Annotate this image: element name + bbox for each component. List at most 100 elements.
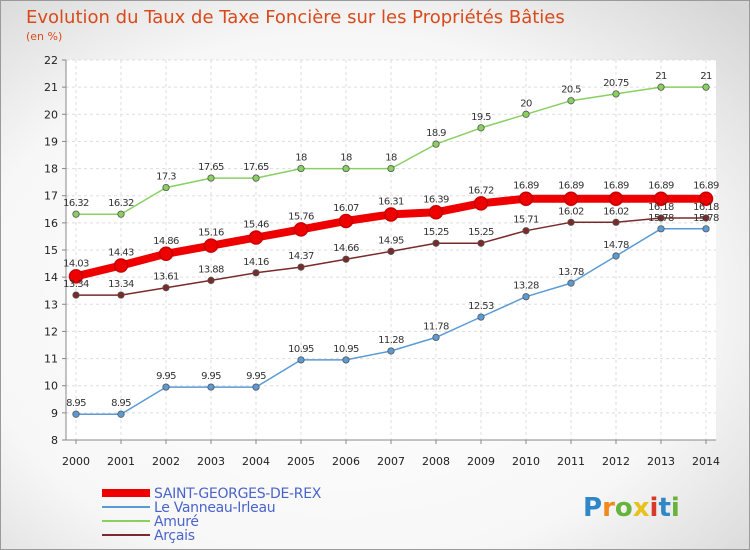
y-tick-label: 17: [44, 190, 58, 203]
data-point: [567, 218, 575, 226]
legend-label: Arçais: [154, 528, 195, 544]
y-unit-label: (en %): [26, 30, 62, 43]
data-point: [248, 230, 264, 245]
data-point: [612, 252, 620, 260]
data-label: 13.28: [513, 281, 539, 292]
data-label: 10.95: [288, 344, 314, 355]
data-point: [338, 213, 354, 229]
legend-label: Amuré: [154, 514, 199, 530]
data-point: [342, 255, 350, 263]
data-label: 16.32: [108, 198, 134, 209]
data-point: [567, 97, 575, 105]
data-point: [117, 210, 125, 218]
data-point: [563, 191, 579, 206]
data-label: 14.78: [603, 240, 629, 251]
x-tick-label: 2001: [107, 455, 135, 468]
data-point: [162, 284, 170, 292]
data-point: [252, 174, 260, 182]
data-label: 21: [700, 71, 712, 82]
data-label: 17.65: [243, 162, 269, 173]
data-point: [522, 110, 530, 118]
y-tick-label: 21: [44, 81, 58, 94]
x-tick-label: 2005: [287, 455, 315, 468]
data-point: [113, 258, 129, 273]
data-label: 9.95: [156, 371, 176, 382]
x-tick-label: 2012: [602, 455, 630, 468]
data-point: [207, 174, 215, 182]
x-tick-label: 2006: [332, 455, 360, 468]
series-1: [72, 225, 710, 418]
x-tick-label: 2002: [152, 455, 180, 468]
data-point: [342, 356, 350, 364]
data-label: 18.9: [426, 128, 446, 139]
data-point: [608, 191, 624, 206]
data-point: [293, 222, 309, 237]
x-tick-label: 2010: [512, 455, 540, 468]
data-label: 16.89: [603, 181, 629, 192]
data-label: 15.25: [468, 227, 494, 238]
data-point: [518, 191, 534, 206]
data-label: 14.95: [378, 235, 404, 246]
data-point: [117, 291, 125, 299]
proxiti-logo: Proxiti: [583, 493, 680, 523]
data-point: [702, 214, 710, 222]
data-label: 14.66: [333, 243, 359, 254]
data-point: [653, 191, 669, 206]
data-point: [342, 164, 350, 173]
data-label: 14.86: [153, 236, 179, 247]
data-point: [702, 83, 710, 91]
x-tick-label: 2013: [647, 455, 675, 468]
data-point: [522, 293, 530, 301]
data-point: [162, 183, 170, 192]
data-label: 14.16: [243, 257, 269, 268]
data-label: 8.95: [66, 398, 86, 409]
data-label: 18: [340, 153, 352, 164]
data-point: [567, 279, 575, 287]
data-label: 10.95: [333, 344, 359, 355]
axes: 8 9 10 11 12 13 14 15 16 17 18 19 20 21 22 2000 2001 2002…: [44, 54, 720, 468]
data-point: [432, 239, 440, 247]
data-point: [477, 239, 485, 247]
data-point: [297, 263, 305, 271]
x-tick-label: 2011: [557, 455, 585, 468]
data-label: 16.18: [693, 202, 719, 213]
data-label: 18: [385, 153, 397, 164]
data-label: 20.75: [603, 78, 629, 89]
data-labels: 14.03 14.43 14.86 15.16 15.46 15.76 16.07 16.31…: [63, 71, 719, 409]
data-label: 16.89: [558, 181, 584, 192]
series: [68, 83, 714, 418]
x-tick-label: 2004: [242, 455, 270, 468]
data-label: 9.95: [201, 371, 221, 382]
legend-label: Le Vanneau-Irleau: [154, 500, 275, 516]
data-point: [387, 247, 395, 255]
y-tick-label: 15: [44, 244, 58, 257]
data-label: 14.37: [288, 251, 314, 262]
data-label: 20.5: [561, 85, 581, 96]
data-label: 16.72: [468, 185, 494, 196]
data-point: [387, 164, 395, 173]
series-0: [68, 191, 714, 284]
data-point: [383, 207, 399, 222]
x-tick-label: 2014: [692, 455, 720, 468]
data-point: [68, 269, 84, 284]
data-point: [162, 383, 170, 391]
data-label: 13.61: [153, 272, 179, 283]
data-point: [657, 214, 665, 222]
data-point: [158, 246, 174, 262]
data-label: 16.32: [63, 198, 89, 209]
y-tick-label: 11: [44, 353, 58, 366]
data-label: 20: [520, 98, 532, 109]
data-point: [657, 83, 665, 91]
data-label: 13.34: [108, 279, 134, 290]
data-label: 8.95: [111, 398, 131, 409]
data-label: 16.89: [693, 181, 719, 192]
data-point: [522, 227, 530, 235]
data-label: 21: [655, 71, 667, 82]
data-point: [477, 124, 485, 132]
data-point: [72, 210, 80, 218]
data-label: 15.71: [513, 215, 539, 226]
data-label: 19.5: [471, 112, 491, 123]
series-2: [72, 83, 710, 218]
data-point: [117, 410, 125, 418]
